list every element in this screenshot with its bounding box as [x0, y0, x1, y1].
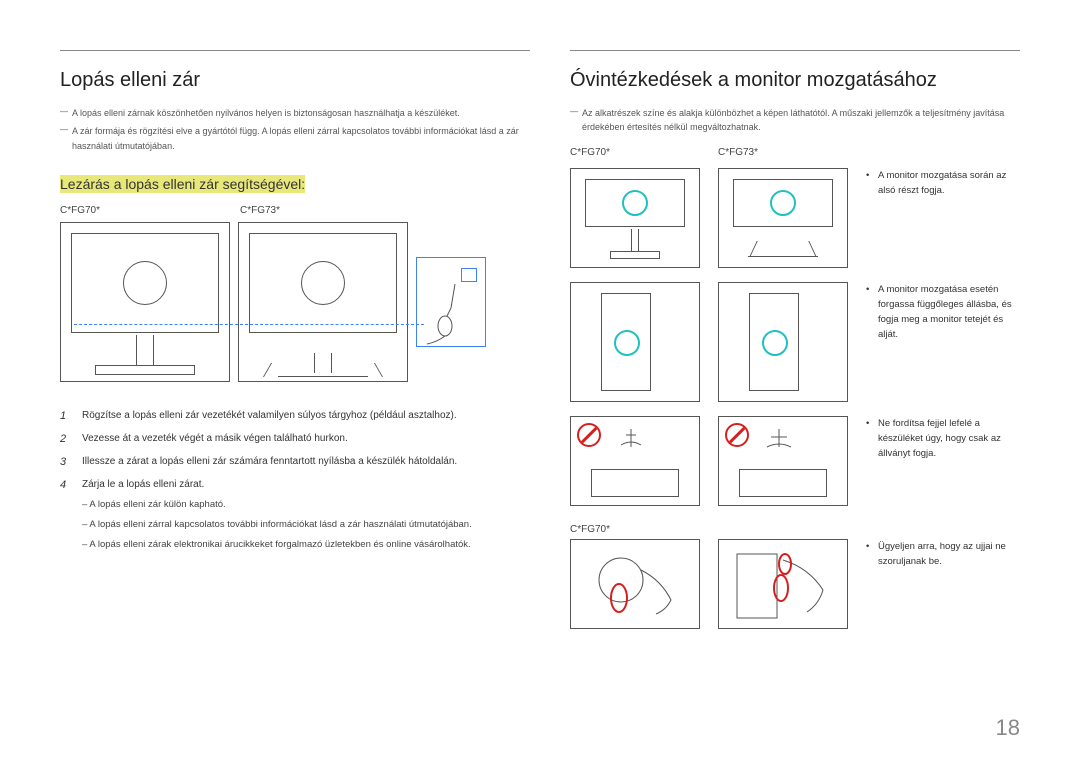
monitor-back-diagram-b: [238, 222, 408, 382]
step-1: Rögzítse a lopás elleni zár vezetékét va…: [60, 406, 530, 425]
right-column: Óvintézkedések a monitor mozgatásához Az…: [570, 50, 1020, 629]
bullet-1: A monitor mozgatása során az alsó részt …: [866, 168, 1020, 198]
model-label-b: C*FG73*: [240, 205, 280, 216]
bullet-2: A monitor mozgatása esetén forgassa függ…: [866, 282, 1020, 343]
substep-3: A lopás elleni zárak elektronikai árucik…: [82, 536, 530, 554]
rule: [60, 50, 530, 51]
substep-1: A lopás elleni zár külön kapható.: [82, 496, 530, 514]
lock-diagram-row: [60, 222, 530, 382]
model-labels-row: C*FG70* C*FG73*: [60, 205, 530, 216]
step-4-text: Zárja le a lopás elleni zárat.: [82, 479, 204, 490]
lock-callout-box: [416, 257, 486, 347]
fig-hold-bottom-a: [570, 168, 700, 268]
bullet-3: Ne fordítsa fejjel lefelé a készüléket ú…: [866, 416, 1020, 462]
monitor-back-diagram-a: [60, 222, 230, 382]
fig-pinch-b: [718, 539, 848, 629]
step-4: Zárja le a lopás elleni zárat. A lopás e…: [60, 475, 530, 554]
bullet-4: Ügyeljen arra, hogy az ujjai ne szorulja…: [866, 539, 1020, 569]
model-label-a-r: C*FG70*: [570, 147, 700, 158]
fig-hold-bottom-b: [718, 168, 848, 268]
right-note: Az alkatrészek színe és alakja különbözh…: [570, 106, 1020, 135]
fig-prohibit-a: [570, 416, 700, 506]
fig-vertical-a: [570, 282, 700, 402]
left-column: Lopás elleni zár A lopás elleni zárnak k…: [60, 50, 530, 629]
left-subheading: Lezárás a lopás elleni zár segítségével:: [60, 175, 305, 193]
step-3: Illessze a zárat a lopás elleni zár szám…: [60, 452, 530, 471]
steps-list: Rögzítse a lopás elleni zár vezetékét va…: [60, 406, 530, 554]
step-2: Vezesse át a vezeték végét a másik végen…: [60, 429, 530, 448]
left-note-2: A zár formája és rögzítési elve a gyártó…: [60, 124, 530, 153]
fig-pinch-a: [570, 539, 700, 629]
page-number: 18: [996, 715, 1020, 741]
figure-grid: A monitor mozgatása során az alsó részt …: [570, 168, 1020, 506]
model-label-c: C*FG70*: [570, 524, 1020, 535]
fig-vertical-b: [718, 282, 848, 402]
substep-2: A lopás elleni zárral kapcsolatos tovább…: [82, 516, 530, 534]
model-label-b-r: C*FG73*: [718, 147, 848, 158]
model-label-a: C*FG70*: [60, 205, 240, 216]
fig-prohibit-b: [718, 416, 848, 506]
right-heading: Óvintézkedések a monitor mozgatásához: [570, 69, 1020, 92]
left-heading: Lopás elleni zár: [60, 69, 530, 92]
left-note-1: A lopás elleni zárnak köszönhetően nyilv…: [60, 106, 530, 120]
rule: [570, 50, 1020, 51]
